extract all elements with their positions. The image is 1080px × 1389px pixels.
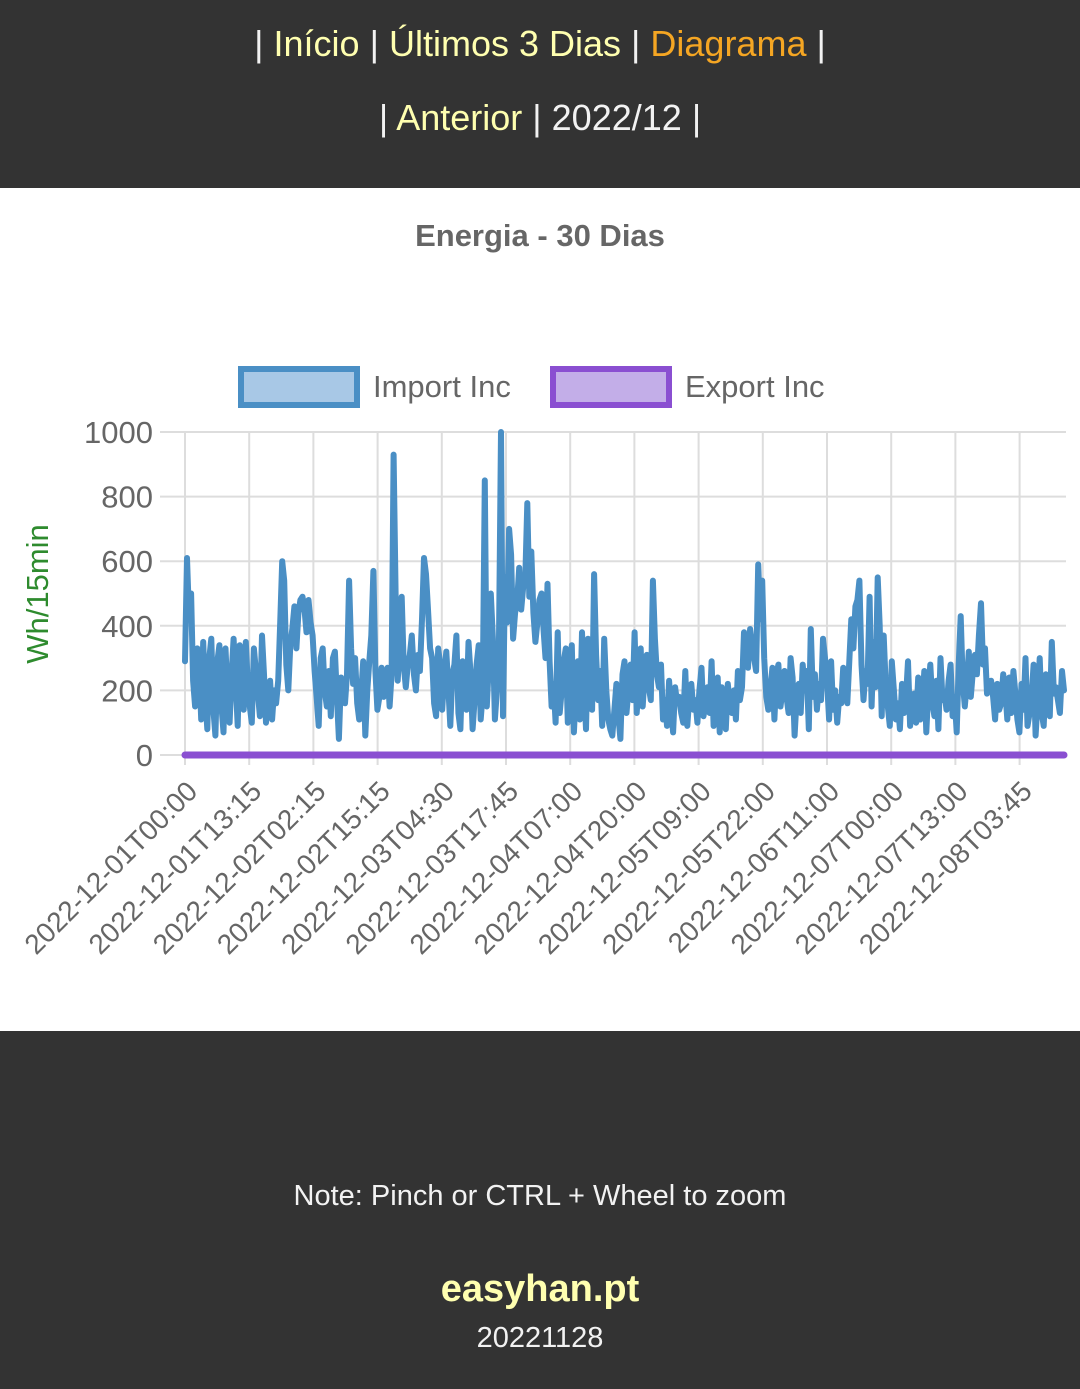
legend-item-export[interactable]: Export Inc	[550, 366, 825, 408]
legend-swatch-export	[550, 366, 672, 408]
y-tick-label: 1000	[84, 415, 153, 450]
y-tick-label: 200	[101, 673, 153, 708]
x-axis-ticks: 2022-12-01T00:002022-12-01T13:152022-12-…	[18, 775, 1037, 960]
chart-title: Energia - 30 Dias	[415, 218, 665, 253]
chart-panel: Energia - 30 Dias Import Inc Export Inc …	[0, 188, 1080, 1031]
legend-swatch-import	[238, 366, 360, 408]
brand-name[interactable]: easyhan.pt	[440, 1268, 640, 1310]
nav-link-anterior[interactable]: Anterior	[396, 97, 523, 138]
y-tick-label: 800	[101, 480, 153, 515]
legend-label-export: Export Inc	[685, 369, 825, 404]
energy-line-chart[interactable]: Energia - 30 Dias Import Inc Export Inc …	[0, 188, 1080, 1031]
nav-separator: |	[631, 23, 641, 64]
nav-row-primary: | Início | Últimos 3 Dias | Diagrama |	[0, 22, 1080, 66]
nav-separator: |	[254, 23, 264, 64]
zoom-hint-note: Note: Pinch or CTRL + Wheel to zoom	[293, 1180, 787, 1212]
nav-separator: |	[816, 23, 826, 64]
y-axis-label: Wh/15min	[20, 524, 55, 664]
y-tick-label: 400	[101, 609, 153, 644]
chart-series	[181, 429, 1068, 759]
legend-label-import: Import Inc	[373, 369, 511, 404]
legend-item-import[interactable]: Import Inc	[238, 366, 511, 408]
y-tick-label: 600	[101, 544, 153, 579]
nav-link-inicio[interactable]: Início	[273, 23, 360, 64]
version-label: 20221128	[476, 1322, 604, 1354]
import-inc-line	[182, 429, 1067, 742]
y-axis-ticks: 0 200 400 600 800 1000	[84, 415, 153, 773]
chart-legend: Import Inc Export Inc	[238, 366, 825, 408]
nav-link-diagrama[interactable]: Diagrama	[650, 23, 807, 64]
nav-separator: |	[378, 97, 389, 138]
nav-separator: |	[369, 23, 379, 64]
top-navigation: | Início | Últimos 3 Dias | Diagrama | |…	[0, 0, 1080, 188]
nav-link-ultimos-3-dias[interactable]: Últimos 3 Dias	[388, 23, 622, 64]
current-period-label: 2022/12	[551, 97, 682, 138]
nav-separator: |	[691, 97, 702, 138]
y-tick-label: 0	[136, 738, 153, 773]
nav-separator: |	[532, 97, 542, 138]
nav-row-period: | Anterior | 2022/12 |	[0, 96, 1080, 140]
